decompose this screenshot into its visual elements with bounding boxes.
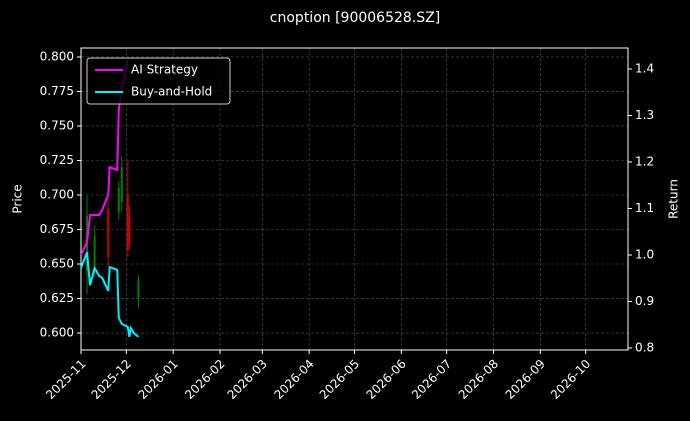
line-series (81, 251, 140, 338)
y2-tick-label: 1.0 (635, 248, 654, 262)
x-tick-label: 2026-10 (548, 357, 593, 402)
y2-axis-label: Return (667, 179, 681, 219)
line-series (81, 59, 129, 256)
x-tick-label: 2026-04 (271, 357, 316, 402)
y-axis-label: Price (11, 184, 25, 213)
y2-tick-label: 0.9 (635, 294, 654, 308)
plot-area (81, 59, 140, 338)
y-tick-label: 0.675 (40, 222, 74, 236)
x-tick-label: 2026-09 (503, 357, 548, 402)
y-tick-label: 0.775 (40, 84, 74, 98)
x-tick-label: 2026-06 (364, 357, 409, 402)
legend-label: Buy-and-Hold (131, 85, 212, 99)
x-tick-label: 2026-02 (182, 357, 227, 402)
x-tick-label: 2025-12 (89, 357, 134, 402)
candle-body (128, 215, 131, 244)
chart-title: cnoption [90006528.SZ] (270, 10, 440, 26)
candle-body (107, 208, 110, 258)
y2-tick-label: 0.8 (635, 341, 654, 355)
x-tick-label: 2026-03 (225, 357, 270, 402)
plot-frame (80, 47, 629, 351)
y-tick-label: 0.600 (40, 326, 74, 340)
candle-body (137, 280, 140, 299)
legend-label: AI Strategy (131, 63, 198, 77)
y2-tick-label: 1.4 (635, 62, 654, 76)
x-tick-label: 2025-11 (43, 357, 88, 402)
y-tick-label: 0.725 (40, 153, 74, 167)
x-tick-label: 2026-05 (317, 357, 362, 402)
candle-body (120, 167, 123, 202)
y2-tick-label: 1.1 (635, 201, 654, 215)
candle-body (117, 188, 120, 212)
candle-body (93, 236, 96, 267)
y-tick-label: 0.650 (40, 257, 74, 271)
x-tick-label: 2026-08 (456, 357, 501, 402)
y-tick-label: 0.700 (40, 187, 74, 201)
x-tick-label: 2026-01 (135, 357, 180, 402)
candle-body (126, 194, 129, 251)
y-tick-label: 0.625 (40, 291, 74, 305)
y2-tick-label: 1.2 (635, 155, 654, 169)
x-tick-label: 2026-07 (409, 357, 454, 402)
y-tick-label: 0.800 (40, 49, 74, 63)
y-tick-label: 0.750 (40, 118, 74, 132)
y2-tick-label: 1.3 (635, 108, 654, 122)
